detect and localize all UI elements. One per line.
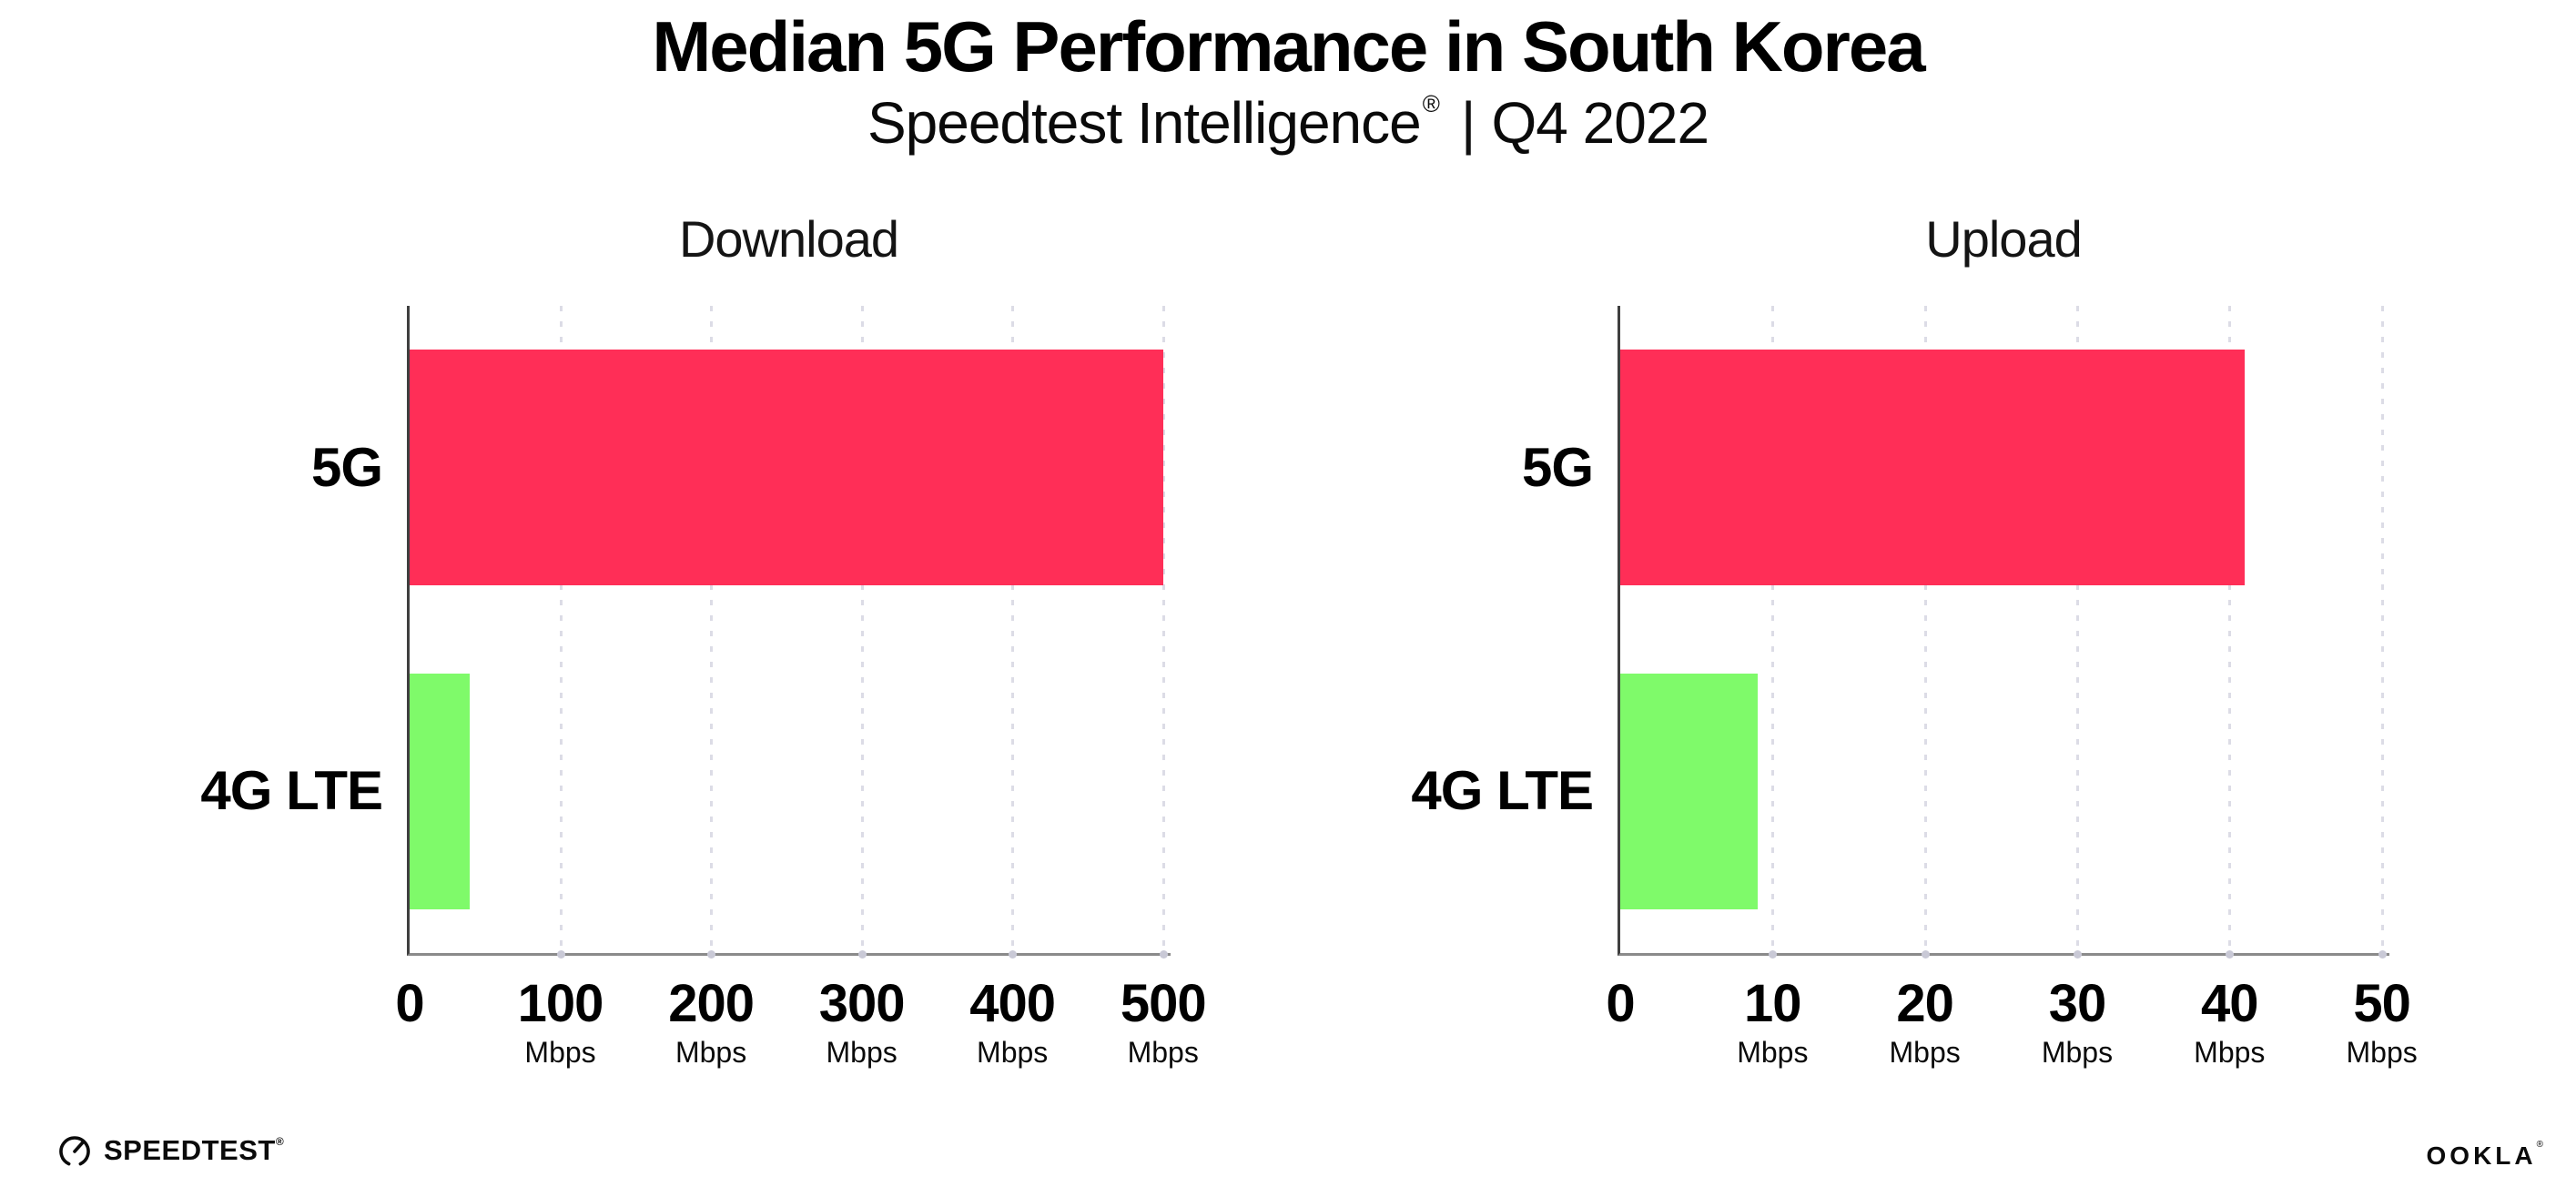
gridline-50	[2378, 306, 2387, 959]
gridline-40	[2226, 306, 2235, 959]
page-title: Median 5G Performance in South Korea	[652, 6, 1925, 86]
subtitle-period: Q4 2022	[1491, 90, 1710, 156]
x-tick-value: 10	[1744, 974, 1802, 1033]
plot-area-upload: 5G 4G LTE 0 10 Mbps 20 Mbps 30 Mbps 40 Mbps 50 Mbps	[1411, 306, 2418, 1067]
x-tick-unit: Mbps	[977, 1035, 1049, 1069]
chart-upload: Upload 5G 4G LTE 0 10 Mbps 20 Mbps 30 Mbps 40 Mbps…	[1411, 210, 2418, 1067]
x-tick-value: 0	[1606, 974, 1635, 1033]
x-tick-unit: Mbps	[674, 1035, 747, 1069]
x-tick-300: 300 Mbps	[744, 974, 980, 1069]
gridline-10	[1769, 306, 1778, 959]
page-subtitle: Speedtest Intelligence® | Q4 2022	[0, 89, 2576, 157]
x-tick-400: 400 Mbps	[894, 974, 1131, 1069]
x-tick-unit: Mbps	[1737, 1035, 1809, 1069]
category-label-5g: 5G	[310, 436, 383, 498]
gridline-200	[707, 306, 716, 959]
bar-5g-upload	[1620, 350, 2246, 586]
gridline-500	[1159, 306, 1168, 959]
x-tick-unit: Mbps	[2346, 1035, 2418, 1069]
x-tick-value: 30	[2048, 974, 2107, 1033]
speedtest-wordmark: SPEEDTEST®	[104, 1134, 285, 1166]
registered-mark-icon: ®	[1422, 90, 1440, 117]
bar-4g-lte-download	[410, 673, 471, 909]
x-tick-unit: Mbps	[826, 1035, 898, 1069]
x-tick-40: 40 Mbps	[2111, 974, 2348, 1069]
x-tick-value: 500	[1120, 974, 1207, 1033]
plot-area-download: 5G 4G LTE 0 100 Mbps 200 Mbps 300 Mbps 400 Mbps 500…	[200, 306, 1207, 1067]
gridline-30	[2073, 306, 2082, 959]
gridline-20	[1921, 306, 1930, 959]
bar-4g-lte-upload	[1620, 673, 1758, 909]
x-tick-unit: Mbps	[2041, 1035, 2114, 1069]
x-tick-value: 400	[969, 974, 1056, 1033]
speedtest-logo: SPEEDTEST®	[56, 1132, 284, 1169]
x-tick-unit: Mbps	[1889, 1035, 1961, 1069]
x-tick-10: 10 Mbps	[1654, 974, 1891, 1069]
ookla-wordmark: OOKLA	[2426, 1141, 2537, 1170]
x-tick-value: 50	[2353, 974, 2411, 1033]
gridline-100	[556, 306, 565, 959]
registered-mark-icon: ®	[2536, 1140, 2543, 1150]
x-tick-unit: Mbps	[2194, 1035, 2266, 1069]
subtitle-separator: |	[1460, 90, 1476, 156]
x-tick-100: 100 Mbps	[442, 974, 679, 1069]
x-tick-0: 0	[291, 974, 528, 1033]
x-tick-value: 200	[668, 974, 755, 1033]
category-label-4g-lte: 4G LTE	[200, 760, 383, 822]
chart-title-download: Download	[678, 210, 899, 268]
registered-mark-icon: ®	[275, 1135, 285, 1148]
x-tick-20: 20 Mbps	[1807, 974, 2044, 1069]
x-tick-500: 500 Mbps	[1045, 974, 1282, 1069]
x-tick-value: 20	[1896, 974, 1954, 1033]
speedtest-gauge-icon	[59, 1136, 90, 1166]
chart-download: Download 5G 4G LTE 0 100 Mbps 200 Mbps 300 Mbps 4…	[200, 210, 1207, 1067]
chart-title-upload: Upload	[1925, 210, 2082, 268]
x-tick-0: 0	[1502, 974, 1739, 1033]
x-tick-value: 100	[517, 974, 604, 1033]
bar-5g-download	[410, 350, 1163, 586]
gridline-300	[857, 306, 867, 959]
x-tick-200: 200 Mbps	[593, 974, 829, 1069]
subtitle-brand: Speedtest Intelligence	[867, 90, 1422, 156]
x-tick-unit: Mbps	[524, 1035, 596, 1069]
x-tick-unit: Mbps	[1127, 1035, 1199, 1069]
x-tick-50: 50 Mbps	[2264, 974, 2500, 1069]
x-tick-30: 30 Mbps	[1959, 974, 2196, 1069]
gridline-400	[1009, 306, 1018, 959]
x-tick-value: 0	[395, 974, 424, 1033]
x-tick-value: 40	[2201, 974, 2259, 1033]
x-tick-value: 300	[818, 974, 906, 1033]
category-label-5g: 5G	[1521, 436, 1594, 498]
ookla-logo: OOKLA ®	[2426, 1140, 2543, 1171]
category-label-4g-lte: 4G LTE	[1411, 760, 1594, 822]
